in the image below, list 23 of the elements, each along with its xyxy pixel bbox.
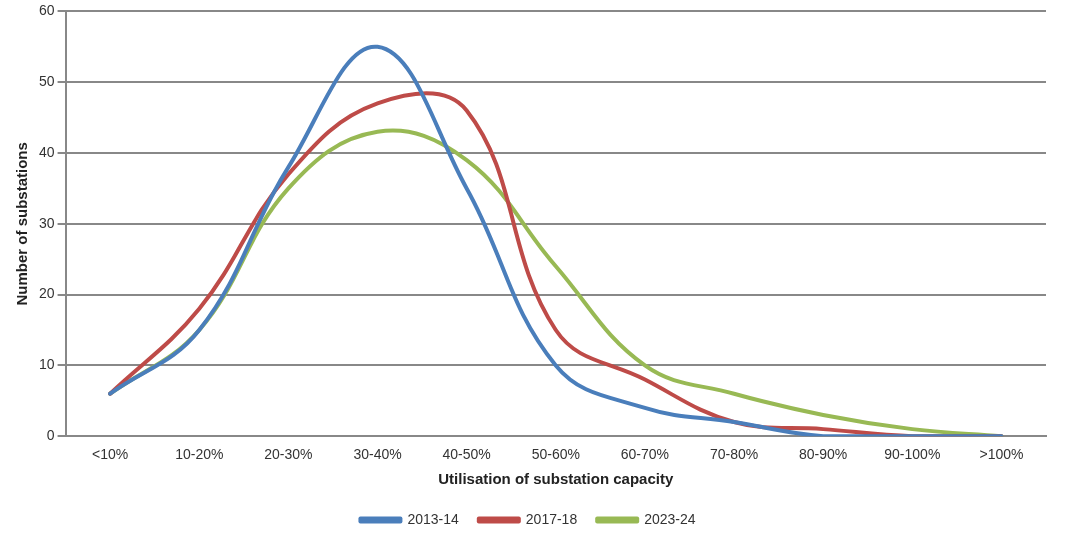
x-tick-label: 20-30% [264,446,313,463]
y-tick-label: 50 [38,73,55,90]
x-tick-label: 90-100% [884,446,941,463]
legend-label: 2017-18 [525,510,578,527]
y-tick-label: 30 [38,214,55,231]
y-axis-title: Number of substations [13,142,31,306]
x-tick-label: >100% [979,446,1024,463]
x-tick-label: 80-90% [799,446,848,463]
x-tick-label: 40-50% [442,446,491,463]
x-tick-label: 60-70% [620,446,670,463]
y-tick-label: 40 [38,143,55,160]
x-tick-label: <10% [92,446,129,463]
legend-label: 2013-14 [407,510,460,527]
x-tick-label: 10-20% [175,446,224,463]
x-tick-label: 50-60% [531,446,580,463]
x-axis-title: Utilisation of substation capacity [438,470,674,488]
y-tick-label: 20 [38,285,55,302]
y-tick-label: 10 [38,356,55,373]
x-tick-label: 30-40% [353,446,402,463]
y-tick-label: 60 [38,2,55,19]
legend-label: 2023-24 [644,510,696,527]
x-tick-label: 70-80% [709,446,759,463]
y-tick-label: 0 [46,427,55,444]
